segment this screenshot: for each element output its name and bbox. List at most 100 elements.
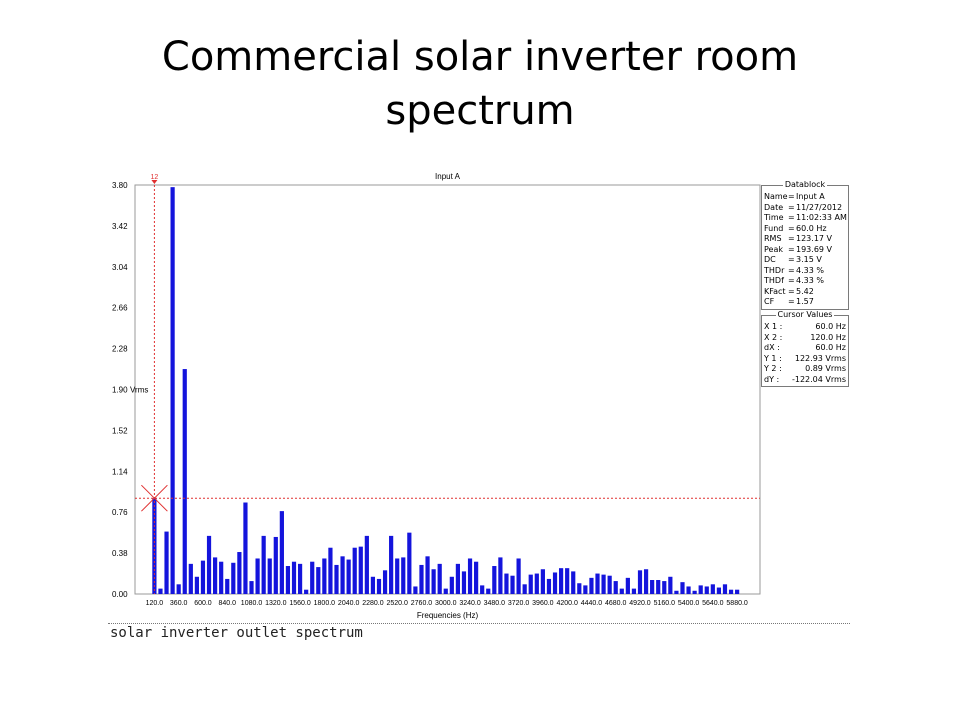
spectrum-bar — [219, 561, 224, 594]
spectrum-bar — [358, 546, 363, 594]
datablock-key: Date — [764, 202, 784, 212]
spectrum-bar — [637, 570, 643, 594]
spectrum-bar — [346, 559, 351, 594]
datablock-key: DC — [764, 255, 776, 264]
cursor-value-key: Y 2 : — [764, 364, 782, 373]
x-tick-label: 5400.0 — [678, 600, 700, 607]
cursor-cross-line — [141, 484, 168, 512]
datablock-value: 123.17 V — [796, 234, 833, 243]
spectrum-bar — [382, 570, 388, 594]
spectrum-bar — [461, 571, 467, 594]
spectrum-bar — [255, 558, 260, 594]
spectrum-bar — [279, 511, 284, 594]
x-tick-label: 840.0 — [218, 600, 236, 607]
spectrum-bar — [577, 583, 582, 594]
datablock-key: Name — [764, 192, 788, 201]
x-tick-label: 2280.0 — [362, 600, 384, 607]
datablock-value: 11:02:33 AM — [796, 213, 847, 222]
datablock-equals: = — [788, 286, 795, 296]
datablock-row: THDr =4.33 % — [764, 266, 824, 276]
datablock-key: THDr — [764, 265, 785, 275]
spectrum-bar — [182, 369, 187, 594]
cursor-values-title: Cursor Values — [775, 310, 835, 319]
spectrum-bar — [376, 578, 382, 594]
x-tick-label: 4200.0 — [556, 600, 578, 607]
datablock-equals: = — [788, 265, 795, 275]
spectrum-bar — [419, 564, 424, 594]
spectrum-bar — [474, 561, 479, 594]
spectrum-bar — [455, 563, 460, 594]
cursor-value-value: 0.89 Vrms — [805, 364, 846, 373]
spectrum-bar — [583, 585, 588, 594]
spectrum-bar — [285, 566, 291, 594]
spectrum-bar — [698, 585, 703, 594]
spectrum-bar — [364, 535, 369, 594]
spectrum-bar — [510, 575, 515, 594]
datablock-key: RMS — [764, 234, 782, 243]
spectrum-bar — [328, 547, 333, 594]
spectrum-bar — [668, 576, 673, 594]
spectrum-bar — [316, 567, 321, 594]
spectrum-bar — [194, 576, 199, 594]
spectrum-bar — [206, 535, 212, 594]
y-tick-label: 0.38 — [112, 549, 128, 558]
spectrum-bar — [546, 578, 552, 594]
datablock-row: DC =3.15 V — [764, 255, 822, 265]
datablock-equals: = — [788, 213, 795, 222]
spectrum-bar — [401, 557, 406, 594]
spectrum-bar — [625, 577, 630, 594]
datablock-key: CF — [764, 297, 775, 306]
datablock-row: Name=Input A — [764, 192, 825, 202]
spectrum-bar — [656, 580, 661, 594]
datablock-value: 1.57 — [796, 297, 814, 306]
x-tick-label: 5880.0 — [726, 600, 748, 607]
spectrum-bar — [692, 590, 697, 594]
slide-title-line-1: Commercial solar inverter room — [161, 34, 799, 80]
datablock-title: Datablock — [782, 180, 828, 189]
spectrum-bar — [722, 584, 728, 594]
datablock-key: Peak — [764, 244, 783, 254]
cursor-value-value: -122.04 Vrms — [791, 374, 846, 384]
datablock-equals: = — [788, 297, 795, 306]
spectrum-bar — [650, 580, 655, 594]
slide-title: Commercial solar inverter room spectrum — [0, 30, 960, 138]
spectrum-bar — [267, 558, 272, 594]
spectrum-bar — [297, 563, 303, 594]
spectrum-bar — [486, 588, 491, 594]
spectrum-bar — [631, 588, 637, 594]
plot-area — [134, 184, 761, 595]
spectrum-bar — [686, 586, 691, 594]
caption-divider — [108, 623, 850, 624]
spectrum-bar — [431, 569, 436, 594]
datablock-key: Fund — [764, 223, 784, 233]
spectrum-bar — [710, 584, 715, 594]
spectrum-bar — [516, 558, 521, 594]
datablock-equals: = — [788, 192, 795, 201]
spectrum-bar — [601, 574, 606, 594]
y-tick-label: 1.52 — [112, 426, 128, 435]
x-tick-label: 120.0 — [146, 600, 164, 607]
x-tick-label: 3720.0 — [508, 600, 530, 607]
spectrum-bar — [176, 584, 181, 594]
chart-title: Input A — [435, 172, 461, 181]
cursor-value-row: Y 1 : 122.93 Vrms — [764, 354, 846, 364]
spectrum-bar — [528, 574, 533, 594]
datablock-row: Fund =60.0 Hz — [764, 224, 827, 234]
cursor-marker-icon — [151, 180, 158, 184]
spectrum-bar — [370, 576, 376, 594]
spectrum-bar — [249, 581, 254, 594]
x-tick-label: 3480.0 — [484, 600, 506, 607]
datablock-key: KFact — [764, 286, 786, 296]
y-tick-label: 3.80 — [112, 181, 128, 190]
datablock-value: Input A — [796, 192, 825, 201]
spectrum-bar — [607, 575, 612, 594]
spectrum-bar — [522, 584, 527, 594]
x-tick-label: 600.0 — [194, 600, 212, 607]
datablock-row: THDf =4.33 % — [764, 276, 824, 286]
y-tick-label: 2.66 — [112, 304, 128, 313]
x-tick-label: 1560.0 — [289, 600, 311, 607]
y-tick-label: 0.76 — [112, 508, 128, 517]
cursor-label: 12 — [151, 174, 159, 181]
y-tick-label: 1.14 — [112, 467, 128, 476]
